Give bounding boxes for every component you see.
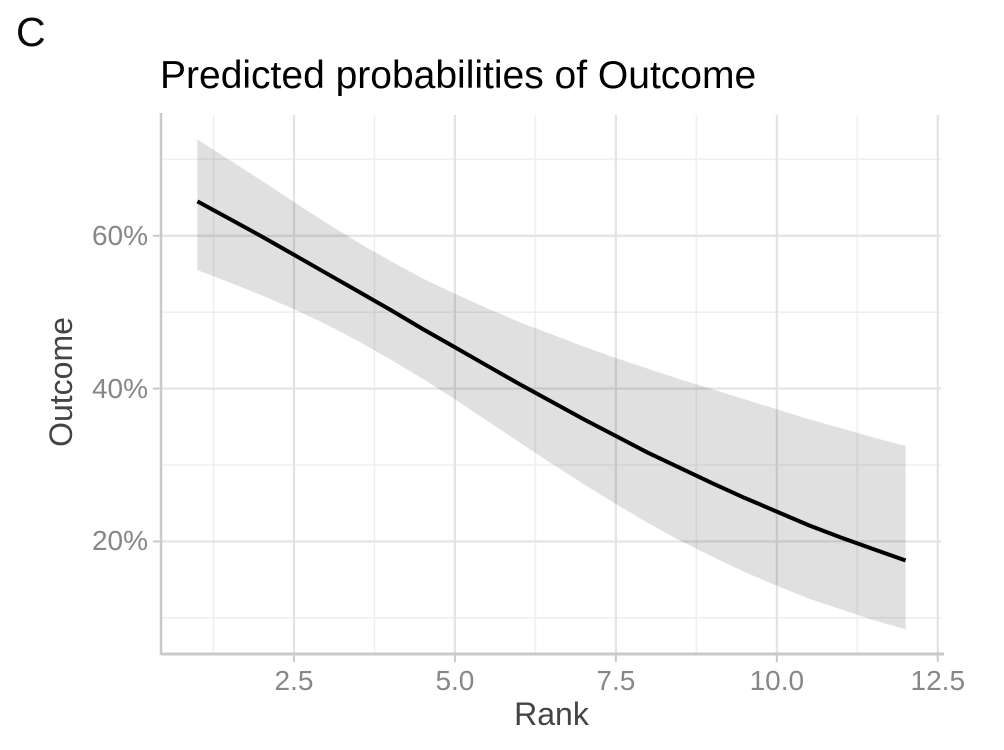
confidence-ribbon — [197, 139, 906, 630]
x-tick-label: 7.5 — [596, 665, 636, 696]
predicted-probability-line — [196, 199, 907, 563]
y-tick-label: 20% — [91, 525, 148, 557]
y-tick-label: 60% — [91, 219, 148, 251]
x-tick-label: 2.5 — [274, 665, 314, 696]
panel-label: C — [16, 9, 46, 55]
x-axis-title: Rank — [514, 696, 589, 732]
chart-title: Predicted probabilities of Outcome — [160, 54, 757, 97]
y-axis-title: Outcome — [43, 317, 79, 447]
x-tick-label: 12.5 — [910, 665, 966, 696]
y-tick-label: 40% — [91, 372, 148, 404]
x-tick-label: 5.0 — [435, 665, 475, 696]
x-tick-label: 10.0 — [749, 665, 805, 696]
